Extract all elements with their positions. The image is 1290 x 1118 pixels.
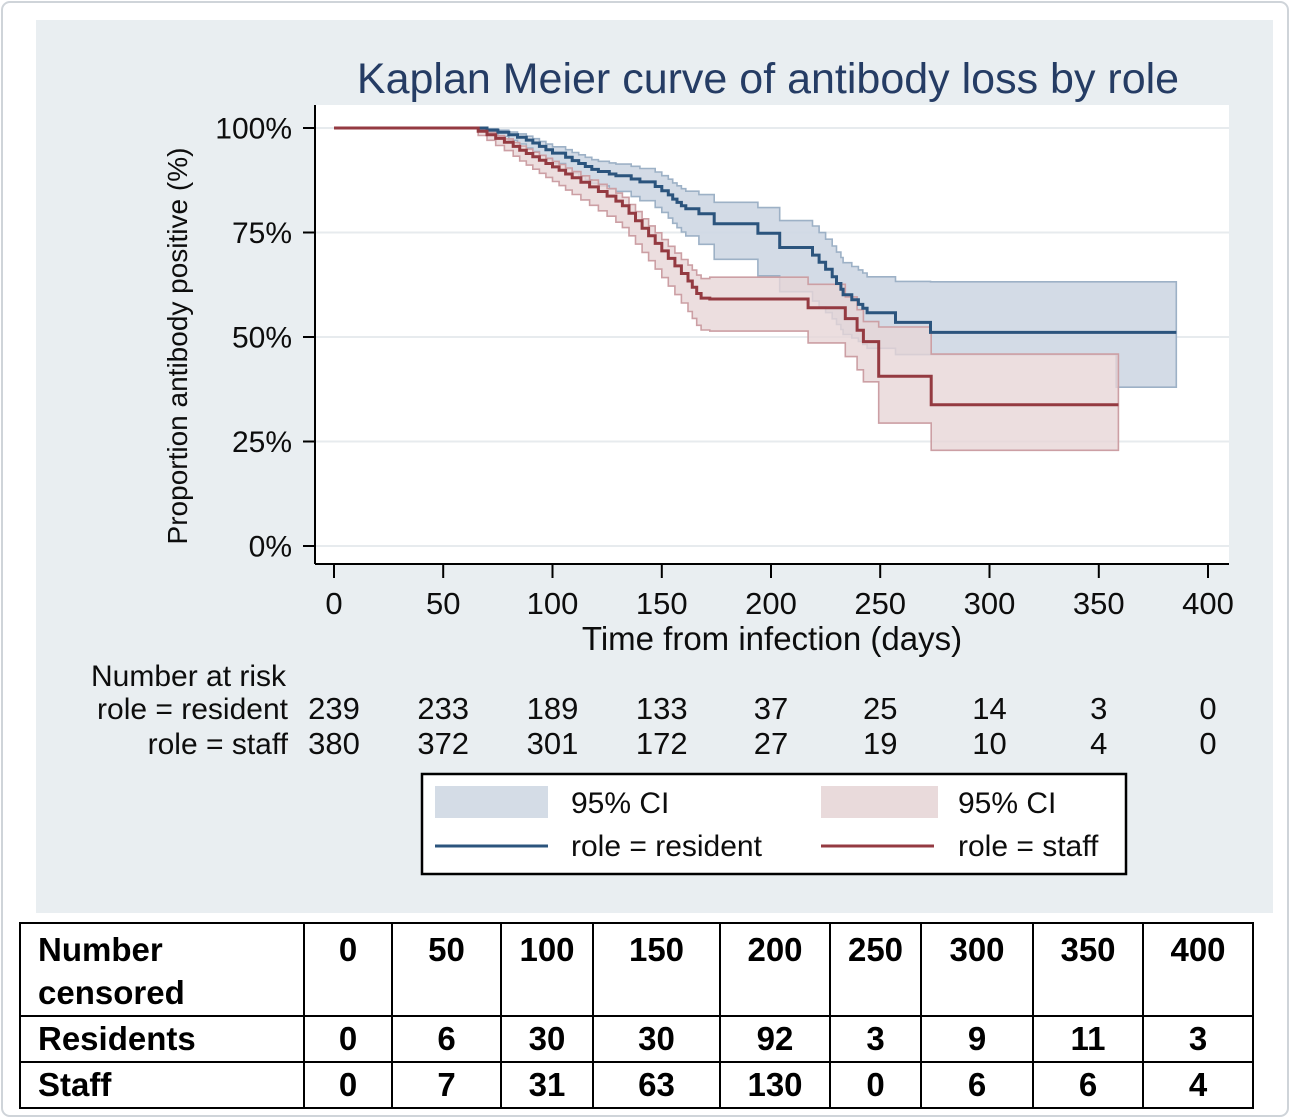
svg-text:role = resident: role = resident [571,830,763,863]
svg-text:0: 0 [325,586,342,621]
svg-text:25: 25 [863,691,897,726]
svg-text:0: 0 [1199,726,1216,761]
svg-text:372: 372 [417,726,469,761]
svg-text:172: 172 [636,726,688,761]
svg-text:95% CI: 95% CI [571,787,669,820]
svg-text:133: 133 [636,691,688,726]
svg-text:75%: 75% [232,217,292,250]
svg-text:Proportion antibody positive (: Proportion antibody positive (%) [162,148,193,545]
svg-text:14: 14 [972,691,1006,726]
svg-text:4: 4 [1090,726,1107,761]
svg-text:50%: 50% [232,322,292,355]
svg-text:role = resident: role = resident [97,693,289,726]
svg-text:role = staff: role = staff [148,728,289,761]
svg-text:300: 300 [964,586,1016,621]
svg-text:10: 10 [972,726,1006,761]
svg-text:27: 27 [754,726,788,761]
svg-text:350: 350 [1073,586,1125,621]
svg-text:250: 250 [854,586,906,621]
svg-text:150: 150 [636,586,688,621]
svg-text:25%: 25% [232,426,292,459]
svg-text:301: 301 [527,726,579,761]
svg-text:37: 37 [754,691,788,726]
svg-text:3: 3 [1090,691,1107,726]
svg-text:Number at risk: Number at risk [91,660,287,693]
svg-text:380: 380 [308,726,360,761]
svg-text:0%: 0% [249,531,292,564]
svg-text:50: 50 [426,586,460,621]
svg-text:95% CI: 95% CI [958,787,1056,820]
svg-text:400: 400 [1182,586,1234,621]
svg-text:189: 189 [527,691,579,726]
svg-text:Time from infection (days): Time from infection (days) [582,620,962,657]
svg-text:19: 19 [863,726,897,761]
svg-text:200: 200 [745,586,797,621]
svg-text:100: 100 [527,586,579,621]
svg-text:233: 233 [417,691,469,726]
svg-text:239: 239 [308,691,360,726]
svg-text:Kaplan Meier curve of antibody: Kaplan Meier curve of antibody loss by r… [357,55,1179,103]
svg-text:0: 0 [1199,691,1216,726]
svg-text:role = staff: role = staff [958,830,1099,863]
svg-text:100%: 100% [215,113,292,146]
